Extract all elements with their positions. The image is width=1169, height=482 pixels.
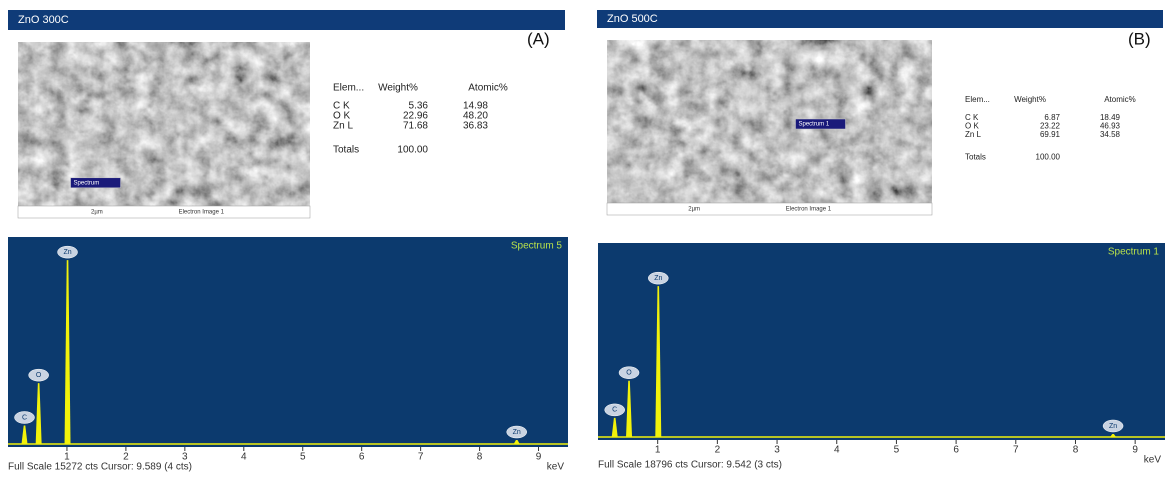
peak-label: C: [22, 414, 27, 421]
panel-letter: (A): [527, 29, 550, 48]
title-bar: [8, 10, 565, 30]
spectrum-plot: [598, 243, 1165, 440]
table-totals: 100.00: [397, 145, 428, 156]
x-tick-label: 8: [477, 452, 483, 463]
peak-label: C: [612, 407, 617, 414]
x-tick-label: 5: [894, 445, 900, 456]
table-cell: 69.91: [1040, 130, 1061, 139]
peak-label: Zn: [513, 429, 521, 436]
spectrum-footer: Full Scale 18796 cts Cursor: 9.542 (3 ct…: [598, 460, 782, 471]
table-totals: Totals: [965, 153, 986, 162]
panel-title: ZnO 300C: [18, 14, 69, 26]
x-tick-label: 4: [241, 452, 247, 463]
image-caption: Electron Image 1: [786, 207, 832, 213]
x-tick-label: 6: [359, 452, 365, 463]
x-axis-label: keV: [547, 462, 565, 473]
figure: ZnO 300C (A) Spectrum 2µm Electron Image 1 El…: [0, 0, 1169, 477]
spectrum-name: Spectrum 1: [1108, 247, 1160, 258]
scale-label: 2µm: [91, 210, 103, 216]
x-tick-label: 4: [834, 445, 840, 456]
x-tick-label: 9: [536, 452, 542, 463]
peak-label: O: [36, 372, 42, 379]
x-tick-label: 8: [1073, 445, 1079, 456]
peak-label: Zn: [654, 275, 662, 282]
image-footer: [18, 206, 310, 218]
table-header: Atomic%: [1104, 95, 1136, 104]
spectrum-name: Spectrum 5: [511, 241, 563, 252]
table-cell: 34.58: [1100, 130, 1121, 139]
x-tick-label: 7: [1013, 445, 1019, 456]
x-tick-label: 2: [715, 445, 721, 456]
title-bar: [597, 10, 1163, 28]
peak-label: Zn: [63, 249, 71, 256]
x-tick-label: 7: [418, 452, 424, 463]
table-header: Elem...: [333, 83, 364, 94]
spectrum-marker: Spectrum: [74, 180, 100, 186]
panel-title: ZnO 500C: [607, 13, 658, 25]
table-header: Elem...: [965, 95, 990, 104]
spectrum-footer: Full Scale 15272 cts Cursor: 9.589 (4 ct…: [8, 462, 192, 473]
x-tick-label: 1: [655, 445, 661, 456]
x-tick-label: 6: [953, 445, 959, 456]
peak-label: Zn: [1109, 423, 1117, 430]
table-totals: Totals: [333, 145, 359, 156]
micrograph: [18, 42, 310, 206]
x-tick-label: 9: [1132, 445, 1138, 456]
table-totals: 100.00: [1036, 153, 1061, 162]
image-footer: [607, 203, 932, 215]
peak-label: O: [626, 370, 632, 377]
table-cell: Zn L: [333, 121, 353, 132]
x-tick-label: 5: [300, 452, 306, 463]
x-tick-label: 3: [774, 445, 780, 456]
image-caption: Electron Image 1: [179, 210, 225, 216]
table-header: Atomic%: [468, 83, 508, 94]
panel-letter: (B): [1128, 29, 1151, 48]
table-header: Weight%: [1014, 95, 1046, 104]
table-header: Weight%: [378, 83, 418, 94]
table-cell: Zn L: [965, 130, 982, 139]
spectrum-plot: [8, 237, 568, 447]
table-cell: 36.83: [463, 121, 488, 132]
spectrum-marker: Spectrum 1: [799, 122, 830, 128]
micrograph: [607, 40, 932, 203]
scale-label: 2µm: [688, 207, 700, 213]
table-cell: 71.68: [403, 121, 428, 132]
x-axis-label: keV: [1144, 455, 1162, 466]
